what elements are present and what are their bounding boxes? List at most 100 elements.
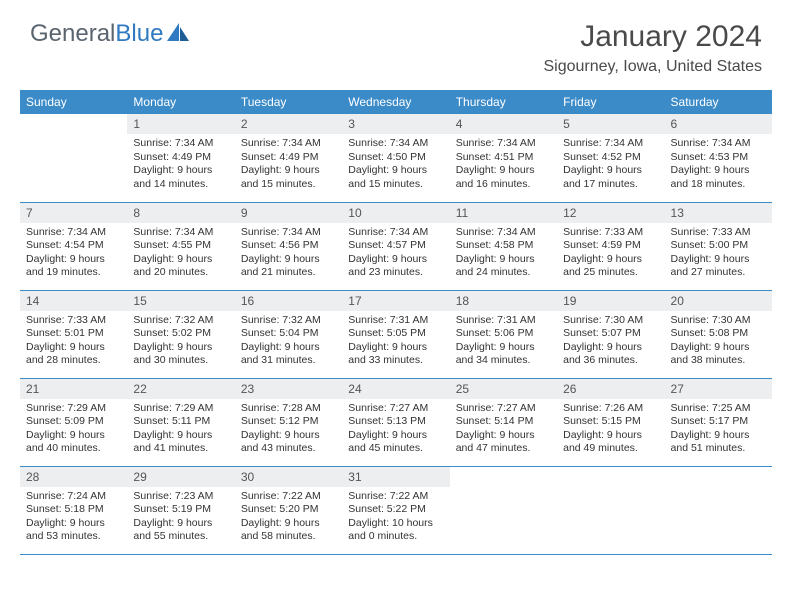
day-data: Sunrise: 7:33 AMSunset: 5:01 PMDaylight:… — [20, 311, 127, 374]
calendar-cell: 14Sunrise: 7:33 AMSunset: 5:01 PMDayligh… — [20, 290, 127, 378]
calendar-cell: 26Sunrise: 7:26 AMSunset: 5:15 PMDayligh… — [557, 378, 664, 466]
day-number: 30 — [235, 467, 342, 487]
logo: GeneralBlue — [30, 20, 189, 48]
day-number: 23 — [235, 379, 342, 399]
logo-text-b: Blue — [115, 20, 163, 48]
calendar-cell: 2Sunrise: 7:34 AMSunset: 4:49 PMDaylight… — [235, 114, 342, 202]
day-data: Sunrise: 7:30 AMSunset: 5:08 PMDaylight:… — [665, 311, 772, 374]
day-data: Sunrise: 7:34 AMSunset: 4:58 PMDaylight:… — [450, 223, 557, 286]
day-data: Sunrise: 7:32 AMSunset: 5:04 PMDaylight:… — [235, 311, 342, 374]
day-data: Sunrise: 7:34 AMSunset: 4:53 PMDaylight:… — [665, 134, 772, 197]
day-number: 28 — [20, 467, 127, 487]
calendar-cell: 19Sunrise: 7:30 AMSunset: 5:07 PMDayligh… — [557, 290, 664, 378]
calendar-cell: 27Sunrise: 7:25 AMSunset: 5:17 PMDayligh… — [665, 378, 772, 466]
calendar-cell: 4Sunrise: 7:34 AMSunset: 4:51 PMDaylight… — [450, 114, 557, 202]
day-number: 5 — [557, 114, 664, 134]
day-number: 14 — [20, 291, 127, 311]
weekday-header: Wednesday — [342, 90, 449, 114]
day-number: 17 — [342, 291, 449, 311]
calendar-cell: 11Sunrise: 7:34 AMSunset: 4:58 PMDayligh… — [450, 202, 557, 290]
calendar-table: SundayMondayTuesdayWednesdayThursdayFrid… — [20, 90, 772, 555]
weekday-header: Thursday — [450, 90, 557, 114]
day-data: Sunrise: 7:34 AMSunset: 4:55 PMDaylight:… — [127, 223, 234, 286]
day-data: Sunrise: 7:34 AMSunset: 4:49 PMDaylight:… — [127, 134, 234, 197]
calendar-cell — [665, 466, 772, 554]
day-number: 24 — [342, 379, 449, 399]
day-data: Sunrise: 7:34 AMSunset: 4:50 PMDaylight:… — [342, 134, 449, 197]
calendar-cell: 12Sunrise: 7:33 AMSunset: 4:59 PMDayligh… — [557, 202, 664, 290]
calendar-cell: 16Sunrise: 7:32 AMSunset: 5:04 PMDayligh… — [235, 290, 342, 378]
day-number: 6 — [665, 114, 772, 134]
day-data: Sunrise: 7:23 AMSunset: 5:19 PMDaylight:… — [127, 487, 234, 550]
day-number: 10 — [342, 203, 449, 223]
logo-text-a: General — [30, 20, 115, 48]
calendar-cell: 5Sunrise: 7:34 AMSunset: 4:52 PMDaylight… — [557, 114, 664, 202]
calendar-cell — [557, 466, 664, 554]
calendar-cell: 17Sunrise: 7:31 AMSunset: 5:05 PMDayligh… — [342, 290, 449, 378]
day-data: Sunrise: 7:29 AMSunset: 5:11 PMDaylight:… — [127, 399, 234, 462]
calendar-cell: 13Sunrise: 7:33 AMSunset: 5:00 PMDayligh… — [665, 202, 772, 290]
day-data: Sunrise: 7:34 AMSunset: 4:52 PMDaylight:… — [557, 134, 664, 197]
calendar-cell: 31Sunrise: 7:22 AMSunset: 5:22 PMDayligh… — [342, 466, 449, 554]
day-data: Sunrise: 7:31 AMSunset: 5:06 PMDaylight:… — [450, 311, 557, 374]
calendar-cell: 9Sunrise: 7:34 AMSunset: 4:56 PMDaylight… — [235, 202, 342, 290]
day-number: 2 — [235, 114, 342, 134]
day-data: Sunrise: 7:22 AMSunset: 5:20 PMDaylight:… — [235, 487, 342, 550]
day-number: 16 — [235, 291, 342, 311]
calendar-cell: 21Sunrise: 7:29 AMSunset: 5:09 PMDayligh… — [20, 378, 127, 466]
day-data: Sunrise: 7:32 AMSunset: 5:02 PMDaylight:… — [127, 311, 234, 374]
calendar-cell: 3Sunrise: 7:34 AMSunset: 4:50 PMDaylight… — [342, 114, 449, 202]
calendar-body: 1Sunrise: 7:34 AMSunset: 4:49 PMDaylight… — [20, 114, 772, 554]
weekday-row: SundayMondayTuesdayWednesdayThursdayFrid… — [20, 90, 772, 114]
day-number: 26 — [557, 379, 664, 399]
day-data: Sunrise: 7:25 AMSunset: 5:17 PMDaylight:… — [665, 399, 772, 462]
day-number: 25 — [450, 379, 557, 399]
day-data: Sunrise: 7:27 AMSunset: 5:14 PMDaylight:… — [450, 399, 557, 462]
day-data: Sunrise: 7:27 AMSunset: 5:13 PMDaylight:… — [342, 399, 449, 462]
calendar-cell: 1Sunrise: 7:34 AMSunset: 4:49 PMDaylight… — [127, 114, 234, 202]
logo-sail-icon — [167, 20, 189, 48]
day-number: 21 — [20, 379, 127, 399]
day-data: Sunrise: 7:33 AMSunset: 4:59 PMDaylight:… — [557, 223, 664, 286]
day-number: 20 — [665, 291, 772, 311]
calendar-cell: 8Sunrise: 7:34 AMSunset: 4:55 PMDaylight… — [127, 202, 234, 290]
day-number: 4 — [450, 114, 557, 134]
day-number: 18 — [450, 291, 557, 311]
day-number: 12 — [557, 203, 664, 223]
weekday-header: Tuesday — [235, 90, 342, 114]
weekday-header: Friday — [557, 90, 664, 114]
day-data: Sunrise: 7:22 AMSunset: 5:22 PMDaylight:… — [342, 487, 449, 550]
day-number: 27 — [665, 379, 772, 399]
day-number: 7 — [20, 203, 127, 223]
day-data: Sunrise: 7:31 AMSunset: 5:05 PMDaylight:… — [342, 311, 449, 374]
calendar-week-row: 7Sunrise: 7:34 AMSunset: 4:54 PMDaylight… — [20, 202, 772, 290]
day-data: Sunrise: 7:34 AMSunset: 4:57 PMDaylight:… — [342, 223, 449, 286]
calendar-cell: 15Sunrise: 7:32 AMSunset: 5:02 PMDayligh… — [127, 290, 234, 378]
title-block: January 2024 Sigourney, Iowa, United Sta… — [544, 20, 763, 76]
calendar-head: SundayMondayTuesdayWednesdayThursdayFrid… — [20, 90, 772, 114]
calendar-cell: 30Sunrise: 7:22 AMSunset: 5:20 PMDayligh… — [235, 466, 342, 554]
calendar-week-row: 21Sunrise: 7:29 AMSunset: 5:09 PMDayligh… — [20, 378, 772, 466]
page-header: GeneralBlue January 2024 Sigourney, Iowa… — [0, 0, 792, 84]
day-data: Sunrise: 7:28 AMSunset: 5:12 PMDaylight:… — [235, 399, 342, 462]
day-data: Sunrise: 7:33 AMSunset: 5:00 PMDaylight:… — [665, 223, 772, 286]
calendar-cell: 25Sunrise: 7:27 AMSunset: 5:14 PMDayligh… — [450, 378, 557, 466]
weekday-header: Saturday — [665, 90, 772, 114]
day-number: 8 — [127, 203, 234, 223]
day-number: 1 — [127, 114, 234, 134]
day-number: 31 — [342, 467, 449, 487]
calendar-cell: 18Sunrise: 7:31 AMSunset: 5:06 PMDayligh… — [450, 290, 557, 378]
calendar-cell — [20, 114, 127, 202]
day-number: 3 — [342, 114, 449, 134]
day-data: Sunrise: 7:24 AMSunset: 5:18 PMDaylight:… — [20, 487, 127, 550]
day-data: Sunrise: 7:26 AMSunset: 5:15 PMDaylight:… — [557, 399, 664, 462]
calendar-cell: 6Sunrise: 7:34 AMSunset: 4:53 PMDaylight… — [665, 114, 772, 202]
calendar-cell: 23Sunrise: 7:28 AMSunset: 5:12 PMDayligh… — [235, 378, 342, 466]
day-number: 29 — [127, 467, 234, 487]
day-data: Sunrise: 7:34 AMSunset: 4:51 PMDaylight:… — [450, 134, 557, 197]
calendar-cell — [450, 466, 557, 554]
calendar-week-row: 28Sunrise: 7:24 AMSunset: 5:18 PMDayligh… — [20, 466, 772, 554]
day-number: 13 — [665, 203, 772, 223]
day-data: Sunrise: 7:29 AMSunset: 5:09 PMDaylight:… — [20, 399, 127, 462]
day-number: 22 — [127, 379, 234, 399]
